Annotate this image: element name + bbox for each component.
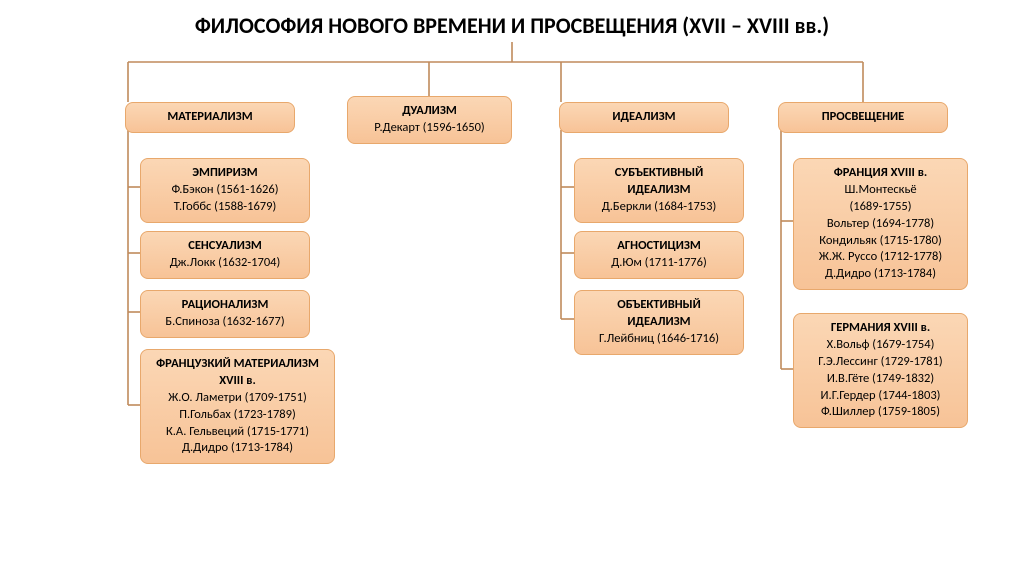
box-line: Ж.Ж. Руссо (1712-1778) <box>819 249 942 264</box>
box-line: Д.Юм (1711-1776) <box>611 255 707 270</box>
box-line: Р.Декарт (1596-1650) <box>374 120 484 135</box>
box-line: Т.Гоббс (1588-1679) <box>174 199 277 214</box>
box-line: Д.Дидро (1713-1784) <box>182 440 293 455</box>
materialism-child-1: СЕНСУАЛИЗМ Дж.Локк (1632-1704) <box>140 231 310 279</box>
enlightenment-child-1: ГЕРМАНИЯ XVIII в. Х.Вольф (1679-1754) Г.Э.… <box>793 313 968 428</box>
enlightenment-header: ПРОСВЕЩЕНИЕ <box>778 102 948 133</box>
enlightenment-child-0: ФРАНЦИЯ XVIII в. Ш.Монтескьё (1689-1755) Во… <box>793 158 968 290</box>
materialism-header: МАТЕРИАЛИЗМ <box>125 102 295 133</box>
box-line: К.А. Гельвеций (1715-1771) <box>166 424 309 439</box>
box-line: Ф.Шиллер (1759-1805) <box>821 404 940 419</box>
box-line: Вольтер (1694-1778) <box>827 216 934 231</box>
idealism-child-0: СУБЪЕКТИВНЫЙ ИДЕАЛИЗМ Д.Беркли (1684-1753… <box>574 158 744 223</box>
box-heading: МАТЕРИАЛИЗМ <box>167 109 252 124</box>
box-heading: ДУАЛИЗМ <box>402 103 457 118</box>
box-heading: ОБЪЕКТИВНЫЙ ИДЕАЛИЗМ <box>617 297 700 329</box>
box-line: Г.Лейбниц (1646-1716) <box>599 331 719 346</box>
materialism-child-2: РАЦИОНАЛИЗМ Б.Спиноза (1632-1677) <box>140 290 310 338</box>
box-heading: СЕНСУАЛИЗМ <box>188 238 262 253</box>
box-line: (1689-1755) <box>849 199 911 214</box>
box-heading: ПРОСВЕЩЕНИЕ <box>822 109 905 124</box>
box-line: И.Г.Гердер (1744-1803) <box>821 388 941 403</box>
idealism-child-2: ОБЪЕКТИВНЫЙ ИДЕАЛИЗМ Г.Лейбниц (1646-1716… <box>574 290 744 355</box>
box-line: Ж.О. Ламетри (1709-1751) <box>168 390 307 405</box>
box-heading: АГНОСТИЦИЗМ <box>617 238 701 253</box>
box-line: Г.Э.Лессинг (1729-1781) <box>818 354 942 369</box>
box-line: И.В.Гёте (1749-1832) <box>827 371 934 386</box>
box-line: Кондильяк (1715-1780) <box>819 233 942 248</box>
box-line: Д.Дидро (1713-1784) <box>825 266 936 281</box>
box-heading: ФРАНЦУЗКИЙ МАТЕРИАЛИЗМ XVIII в. <box>156 356 319 388</box>
box-line: П.Гольбах (1723-1789) <box>179 407 296 422</box>
box-line: Х.Вольф (1679-1754) <box>827 337 935 352</box>
page-title: ФИЛОСОФИЯ НОВОГО ВРЕМЕНИ И ПРОСВЕЩЕНИЯ (… <box>195 12 829 39</box>
box-heading: РАЦИОНАЛИЗМ <box>182 297 269 312</box>
box-line: Б.Спиноза (1632-1677) <box>165 314 284 329</box>
box-heading: ГЕРМАНИЯ XVIII в. <box>831 320 930 335</box>
dualism-header: ДУАЛИЗМ Р.Декарт (1596-1650) <box>347 96 512 144</box>
idealism-child-1: АГНОСТИЦИЗМ Д.Юм (1711-1776) <box>574 231 744 279</box>
box-heading: ИДЕАЛИЗМ <box>612 109 675 124</box>
box-heading: ЭМПИРИЗМ <box>192 165 257 180</box>
box-line: Д.Беркли (1684-1753) <box>602 199 717 214</box>
box-line: Ш.Монтескьё <box>844 182 916 197</box>
box-line: Ф.Бэкон (1561-1626) <box>171 182 278 197</box>
box-heading: СУБЪЕКТИВНЫЙ ИДЕАЛИЗМ <box>615 165 703 197</box>
box-heading: ФРАНЦИЯ XVIII в. <box>834 165 927 180</box>
idealism-header: ИДЕАЛИЗМ <box>559 102 729 133</box>
materialism-child-0: ЭМПИРИЗМ Ф.Бэкон (1561-1626) Т.Гоббс (1588… <box>140 158 310 223</box>
box-line: Дж.Локк (1632-1704) <box>170 255 281 270</box>
materialism-child-3: ФРАНЦУЗКИЙ МАТЕРИАЛИЗМ XVIII в. Ж.О. Ламе… <box>140 349 335 464</box>
